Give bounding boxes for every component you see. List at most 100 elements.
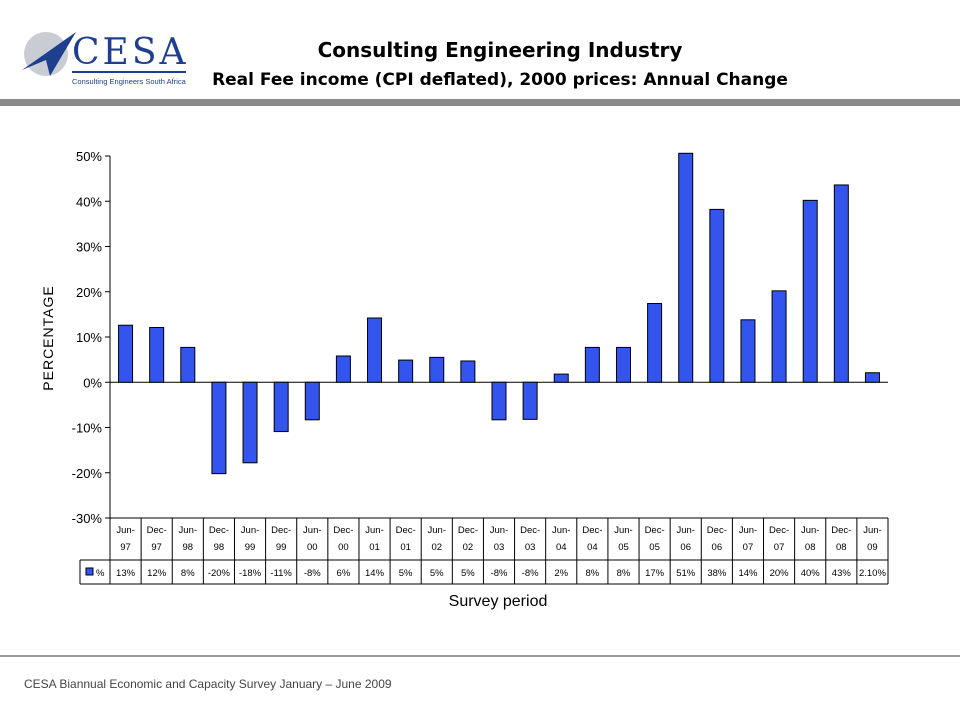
bar — [242, 381, 258, 464]
legend-label: % — [96, 568, 105, 579]
bar — [118, 324, 134, 383]
x-tick-label: 01 — [369, 542, 380, 553]
data-label: 2.10% — [859, 568, 886, 579]
x-tick-label: 08 — [836, 542, 847, 553]
x-tick-label: 97 — [151, 542, 162, 553]
y-axis: -30% -20% -10% 0% 10% 20% 30% 40% 50% — [72, 149, 888, 526]
data-label: 38% — [707, 568, 727, 579]
data-label: 40% — [801, 568, 821, 579]
x-tick-label: Dec- — [707, 525, 727, 536]
bar — [833, 184, 849, 383]
x-tick-label: 08 — [805, 542, 816, 553]
x-tick-label: Jun- — [179, 525, 197, 536]
data-table: Jun- 97 13% Dec- 97 12% Jun- 98 8% Dec- 98 -20% Jun-… — [79, 517, 889, 585]
x-tick-label: 06 — [680, 542, 691, 553]
y-tick-label: 30% — [76, 240, 102, 255]
x-tick-label: Dec- — [645, 525, 665, 536]
bar — [647, 303, 663, 383]
x-tick-label: Dec- — [147, 525, 167, 536]
x-tick-label: 03 — [494, 542, 505, 553]
x-tick-label: 05 — [618, 542, 629, 553]
data-label: -11% — [270, 568, 292, 579]
y-tick-label: -20% — [72, 466, 103, 481]
bar — [864, 372, 880, 383]
x-tick-label: 99 — [245, 542, 256, 553]
x-tick-label: Jun- — [241, 525, 259, 536]
x-tick-label: Dec- — [458, 525, 478, 536]
bar — [429, 356, 445, 383]
x-tick-label: Jun- — [801, 525, 819, 536]
x-tick-label: 00 — [307, 542, 318, 553]
data-label: -8% — [304, 568, 321, 579]
x-tick-label: Dec- — [831, 525, 851, 536]
data-label: 43% — [832, 568, 852, 579]
x-tick-label: Dec- — [209, 525, 229, 536]
y-tick-label: -10% — [72, 421, 103, 436]
data-label: 8% — [585, 568, 599, 579]
data-label: 5% — [461, 568, 475, 579]
bar — [491, 381, 507, 421]
x-tick-label: Jun- — [614, 525, 632, 536]
y-tick-label: 20% — [76, 285, 102, 300]
bar — [802, 199, 818, 383]
bar — [678, 152, 694, 383]
x-tick-label: Jun- — [365, 525, 383, 536]
y-tick-label: 10% — [76, 330, 102, 345]
bar — [304, 381, 320, 421]
x-tick-label: Dec- — [520, 525, 540, 536]
x-tick-label: Jun- — [676, 525, 694, 536]
x-tick-label: Jun- — [116, 525, 134, 536]
x-tick-label: 09 — [867, 542, 878, 553]
page-subtitle: Real Fee income (CPI deflated), 2000 pri… — [212, 70, 788, 90]
x-tick-label: Jun- — [428, 525, 446, 536]
x-tick-label: 07 — [743, 542, 754, 553]
x-tick-label: 98 — [183, 542, 194, 553]
bars — [118, 152, 880, 475]
cesa-logo: CESA Consulting Engineers South Africa — [16, 18, 188, 96]
y-tick-label: 0% — [83, 375, 102, 390]
x-tick-label: Dec- — [333, 525, 353, 536]
bar — [335, 355, 351, 383]
x-tick-label: 04 — [587, 542, 598, 553]
page-title: Consulting Engineering Industry — [317, 38, 683, 62]
x-tick-label: Jun- — [490, 525, 508, 536]
bar — [180, 346, 196, 383]
data-label: 17% — [645, 568, 665, 579]
x-tick-label: 05 — [649, 542, 660, 553]
data-label: 2% — [554, 568, 568, 579]
x-tick-label: 99 — [276, 542, 287, 553]
data-label: 20% — [770, 568, 790, 579]
bar — [740, 319, 756, 383]
x-tick-label: 98 — [214, 542, 225, 553]
x-tick-label: 02 — [431, 542, 442, 553]
bar — [460, 360, 476, 383]
bar — [367, 317, 383, 383]
bar — [615, 346, 631, 383]
y-tick-label: 50% — [76, 149, 102, 164]
bar — [522, 381, 538, 420]
x-axis-label: Survey period — [449, 593, 548, 610]
bar — [584, 346, 600, 383]
data-label: 51% — [676, 568, 696, 579]
legend-swatch — [85, 567, 94, 576]
x-tick-label: 06 — [712, 542, 723, 553]
logo-plane-icon — [22, 32, 76, 76]
data-label: -8% — [491, 568, 508, 579]
x-tick-label: 02 — [463, 542, 474, 553]
bar-chart: -30% -20% -10% 0% 10% 20% 30% 40% 50% Jun- 97 13% D… — [40, 149, 889, 610]
x-tick-label: Dec- — [769, 525, 789, 536]
x-tick-label: Dec- — [271, 525, 291, 536]
y-tick-label: -30% — [72, 511, 103, 526]
footer-rule — [0, 655, 960, 657]
bar — [771, 290, 787, 383]
logo-text: CESA — [72, 32, 188, 73]
x-tick-label: 03 — [525, 542, 536, 553]
x-tick-label: 97 — [120, 542, 131, 553]
data-label: -8% — [522, 568, 539, 579]
x-tick-label: Dec- — [582, 525, 602, 536]
data-label: 5% — [430, 568, 444, 579]
x-tick-label: 00 — [338, 542, 349, 553]
footer-text: CESA Biannual Economic and Capacity Surv… — [24, 677, 392, 691]
x-tick-label: 04 — [556, 542, 567, 553]
data-label: 5% — [399, 568, 413, 579]
